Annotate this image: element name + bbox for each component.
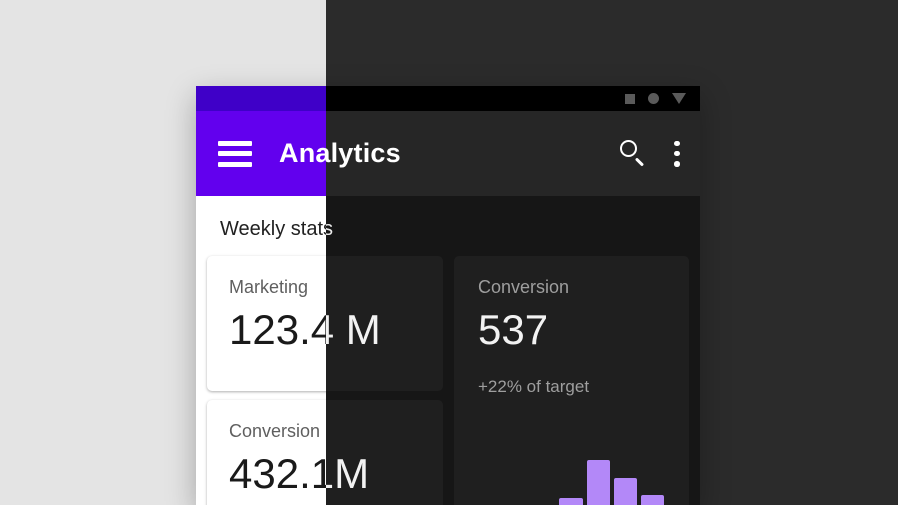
status-bar-dark — [326, 86, 700, 111]
bar-4 — [559, 497, 583, 505]
phone-mockup: Analytics Weekly stats Marketing 123.4 M — [196, 86, 700, 505]
card-value: 537 — [478, 306, 549, 353]
cards-grid-dark: Marketing 123.4 M Conversion 432.1M Conv… — [326, 256, 689, 505]
search-icon[interactable] — [618, 139, 648, 169]
card-label: Marketing — [229, 277, 309, 297]
card-label: Conversion — [229, 421, 321, 441]
content-area-dark: Weekly stats Marketing 123.4 M Conversio… — [326, 196, 700, 505]
cards-column-left: Marketing 123.4 M Conversion 432.1M — [326, 256, 443, 505]
section-title: Weekly stats — [220, 218, 333, 240]
bar-6 — [613, 478, 637, 505]
app-bar-title: Analytics — [279, 138, 401, 168]
card-label: Conversion — [478, 277, 570, 297]
section-title: Weekly stats — [326, 218, 333, 241]
card-value: 432.1M — [326, 448, 421, 500]
card-value: 123.4 M — [326, 304, 421, 356]
overflow-menu-icon[interactable] — [674, 140, 680, 167]
card-conversion-target[interactable]: Conversion 537 +22% of target — [454, 256, 689, 505]
card-conversion-count[interactable]: Conversion 432.1M — [326, 400, 443, 505]
square-icon — [625, 93, 635, 104]
circle-icon — [648, 93, 659, 104]
app-bar-dark: Analytics — [279, 111, 700, 196]
card-marketing[interactable]: Marketing 123.4 M — [326, 256, 443, 391]
bar-7 — [640, 495, 664, 505]
theme-layer-dark: Analytics Weekly stats Marketing 123.4 M — [279, 86, 700, 505]
hamburger-menu-icon[interactable] — [218, 140, 252, 167]
card-subtitle: +22% of target — [478, 377, 590, 396]
conversion-bar-chart — [478, 453, 664, 505]
cards-column-right: Conversion 537 +22% of target — [454, 256, 689, 505]
system-icons-dark — [625, 93, 686, 104]
triangle-down-icon — [672, 93, 686, 104]
bar-5 — [586, 460, 610, 505]
